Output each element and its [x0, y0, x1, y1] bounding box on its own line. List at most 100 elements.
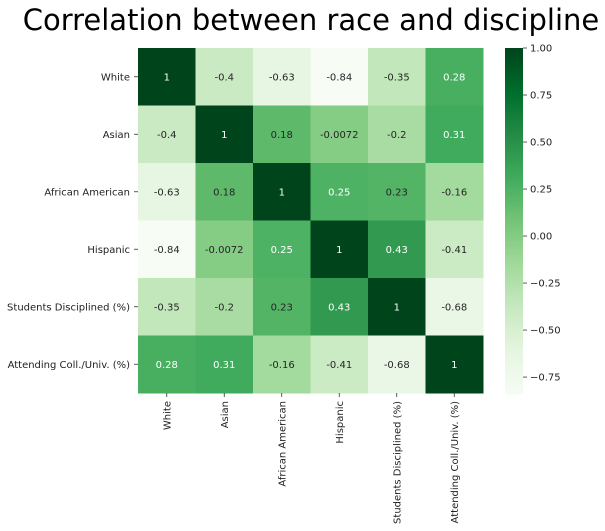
colorbar-segment: [505, 376, 523, 381]
cell-value-label: -0.84: [326, 72, 352, 83]
row-tick-label: Attending Coll./Univ. (%): [8, 360, 131, 371]
colorbar-segment: [505, 65, 523, 69]
colorbar-segment: [505, 143, 523, 147]
heatmap-cell: [195, 335, 254, 394]
colorbar-segment: [505, 56, 523, 61]
colorbar-segment: [505, 373, 523, 378]
col-tick-label: Attending Coll./Univ. (%): [450, 401, 461, 524]
heatmap-cell: [138, 278, 196, 336]
colorbar-segment: [505, 272, 523, 277]
colorbar-segment: [505, 246, 523, 251]
cell-value-label: 1: [164, 72, 170, 83]
cell-value-label: 1: [451, 360, 457, 371]
cell-value-label: 0.23: [271, 302, 293, 313]
cell-value-label: 1: [394, 302, 400, 313]
colorbar-segment: [505, 252, 523, 257]
colorbar-tick-label: 0.25: [530, 185, 552, 196]
colorbar-segment: [505, 293, 523, 297]
heatmap-cell: [425, 278, 484, 336]
colorbar-segment: [505, 275, 523, 280]
colorbar-segment: [505, 62, 523, 66]
colorbar-segment: [505, 258, 523, 262]
colorbar-tick-label: 0.75: [530, 91, 552, 102]
row-tick-label: Hispanic: [87, 245, 130, 256]
colorbar-segment: [505, 281, 523, 286]
heatmap-cell: [425, 163, 484, 221]
colorbar-segment: [505, 166, 523, 170]
colorbar-segment: [505, 189, 523, 193]
col-tick-label: Asian: [220, 401, 231, 428]
colorbar-tick-label: −0.25: [530, 279, 561, 290]
colorbar-segment: [505, 94, 523, 98]
colorbar-segment: [505, 99, 523, 104]
colorbar-segment: [505, 114, 523, 118]
colorbar-segment: [505, 53, 523, 58]
colorbar-tick-label: 0.50: [530, 138, 552, 149]
heatmap-cell: [138, 48, 196, 106]
colorbar-segment: [505, 76, 523, 81]
colorbar-segment: [505, 71, 523, 75]
cell-value-label: 0.43: [386, 245, 408, 256]
cell-value-label: 0.25: [328, 187, 350, 198]
heatmap-cell: [138, 220, 196, 279]
colorbar-segment: [505, 379, 523, 384]
cell-value-label: -0.84: [154, 245, 180, 256]
colorbar-segment: [505, 295, 523, 300]
cell-value-label: -0.68: [441, 302, 467, 313]
cell-value-label: 0.28: [156, 360, 178, 371]
colorbar-segment: [505, 339, 523, 343]
cell-value-label: -0.2: [214, 302, 234, 313]
colorbar-tick-label: 0.00: [530, 232, 552, 243]
heatmap-cell: [310, 335, 369, 394]
cell-value-label: -0.68: [384, 360, 410, 371]
heatmap-cell: [253, 278, 311, 336]
cell-value-label: -0.0072: [320, 130, 359, 141]
cell-value-label: -0.35: [154, 302, 180, 313]
heatmap-cell: [195, 278, 254, 336]
colorbar-segment: [505, 264, 523, 268]
colorbar-segment: [505, 370, 523, 375]
colorbar-segment: [505, 200, 523, 205]
cell-value-label: 0.31: [213, 360, 235, 371]
colorbar-segment: [505, 229, 523, 234]
colorbar-segment: [505, 157, 523, 162]
heatmap-cell: [310, 48, 369, 106]
row-tick-label: Students Disciplined (%): [7, 302, 130, 313]
colorbar-segment: [505, 151, 523, 156]
colorbar-segment: [505, 206, 523, 211]
colorbar-segment: [505, 148, 523, 153]
colorbar: 1.00 0.75 0.50 0.25 0.00 −0.25 −0.50 −0.75: [505, 44, 561, 395]
colorbar-segment: [505, 388, 523, 392]
colorbar-tick-label: 1.00: [530, 44, 552, 55]
colorbar-segment: [505, 310, 523, 314]
cell-value-label: -0.63: [269, 72, 295, 83]
colorbar-segment: [505, 73, 523, 78]
colorbar-segment: [505, 59, 523, 64]
colorbar-segment: [505, 180, 523, 185]
colorbar-segment: [505, 226, 523, 231]
cell-value-label: 1: [279, 187, 285, 198]
colorbar-segment: [505, 290, 523, 294]
row-tick-label: White: [101, 72, 130, 83]
colorbar-segment: [505, 186, 523, 190]
colorbar-segment: [505, 232, 523, 237]
colorbar-segment: [505, 359, 523, 363]
cell-value-label: -0.16: [441, 187, 467, 198]
heatmap-cell: [310, 163, 369, 221]
colorbar-segment: [505, 212, 523, 216]
cell-value-label: 0.28: [443, 72, 465, 83]
colorbar-segment: [505, 261, 523, 265]
colorbar-segment: [505, 97, 523, 101]
colorbar-segment: [505, 255, 523, 260]
colorbar-segment: [505, 203, 523, 208]
colorbar-segment: [505, 131, 523, 136]
colorbar-segment: [505, 117, 523, 121]
cell-value-label: 1: [336, 245, 342, 256]
cell-value-label: -0.41: [441, 245, 467, 256]
colorbar-segment: [505, 68, 523, 72]
colorbar-segment: [505, 197, 523, 202]
colorbar-segment: [505, 330, 523, 335]
colorbar-segment: [505, 270, 523, 274]
heatmap-cell: [310, 220, 369, 279]
heatmap-cell: [368, 335, 426, 394]
